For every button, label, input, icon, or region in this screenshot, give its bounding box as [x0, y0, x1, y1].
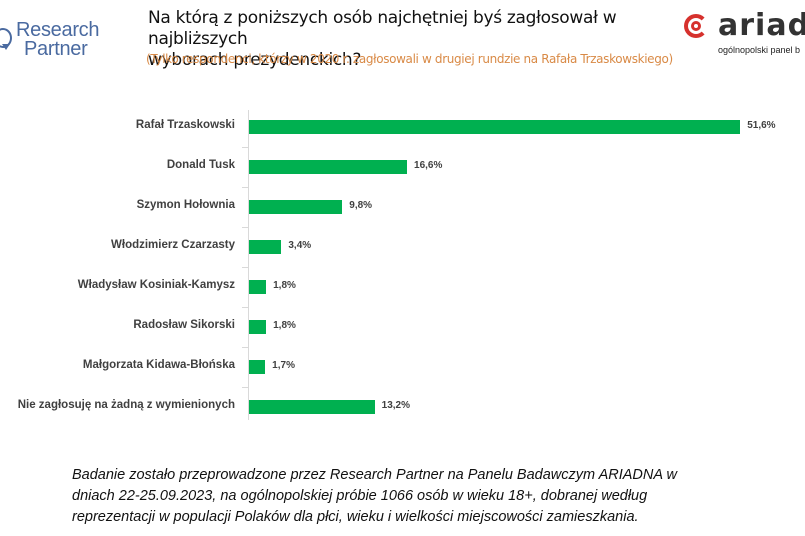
- footnote-line3: reprezentacji w populacji Polaków dla pł…: [72, 509, 639, 525]
- chart-subtitle: (Tylko respondenci, którzy w 2020 r. zag…: [146, 52, 673, 66]
- bar-category-label: Małgorzata Kidawa-Błońska: [82, 359, 235, 371]
- bar: [249, 120, 741, 134]
- bar: [249, 360, 266, 374]
- bar-category-label: Rafał Trzaskowski: [135, 119, 235, 131]
- bar: [249, 400, 375, 414]
- bar-value-label: 16,6%: [414, 160, 443, 171]
- logo-text-research: Research: [16, 19, 100, 41]
- bar-row: Rafał Trzaskowski 51,6%: [0, 118, 805, 138]
- bar-value-label: 51,6%: [747, 120, 776, 131]
- bar: [249, 200, 343, 214]
- chart-title: Na którą z poniższych osób najchętniej b…: [148, 8, 668, 71]
- bar-row: Szymon Hołownia 9,8%: [0, 198, 805, 218]
- bar-value-label: 3,4%: [288, 240, 312, 251]
- bar: [249, 160, 408, 174]
- ariadna-inner-ring-icon: [691, 21, 701, 31]
- axis-tick: [242, 147, 248, 148]
- bar-row: Nie zagłosuję na żadną z wymienionych 13,…: [0, 398, 805, 418]
- axis-tick: [242, 187, 248, 188]
- axis-tick: [242, 387, 248, 388]
- methodology-footnote: Badanie zostało przeprowadzone przez Res…: [72, 465, 762, 528]
- bar-category-label: Radosław Sikorski: [133, 319, 235, 331]
- speech-bubble-tail-icon: [2, 44, 10, 50]
- bar-value-label: 1,8%: [273, 280, 296, 291]
- bar-row: Władysław Kosiniak-Kamysz 1,8%: [0, 278, 805, 298]
- bar-category-label: Nie zagłosuję na żadną z wymienionych: [17, 399, 235, 411]
- chart-title-line1: Na którą z poniższych osób najchętniej b…: [148, 8, 617, 49]
- bar-category-label: Szymon Hołownia: [136, 199, 235, 211]
- bar: [249, 320, 267, 334]
- bar-value-label: 1,7%: [272, 360, 295, 371]
- footnote-line1: Badanie zostało przeprowadzone przez Res…: [72, 467, 678, 483]
- bar: [249, 240, 282, 254]
- bar-category-label: Władysław Kosiniak-Kamysz: [77, 279, 235, 291]
- axis-tick: [242, 307, 248, 308]
- bar-row: Donald Tusk 16,6%: [0, 158, 805, 178]
- ariadna-ring-icon: [684, 14, 708, 38]
- bar-value-label: 1,8%: [273, 320, 296, 331]
- research-partner-logo: Research Partner: [0, 14, 120, 62]
- bar-row: Małgorzata Kidawa-Błońska 1,7%: [0, 358, 805, 378]
- footnote-line2: dniach 22-25.09.2023, na ogólnopolskiej …: [72, 488, 648, 504]
- bar-category-label: Donald Tusk: [166, 159, 235, 171]
- bar-row: Włodzimierz Czarzasty 3,4%: [0, 238, 805, 258]
- bar-category-label: Włodzimierz Czarzasty: [111, 239, 235, 251]
- axis-tick: [242, 267, 248, 268]
- ariadna-logo: ariad ogólnopolski panel b: [680, 8, 805, 60]
- bar-chart: Rafał Trzaskowski 51,6% Donald Tusk 16,6% Sz…: [0, 100, 805, 430]
- ariadna-wordmark: ariad: [718, 8, 805, 43]
- bar-row: Radosław Sikorski 1,8%: [0, 318, 805, 338]
- bar-value-label: 9,8%: [349, 200, 373, 211]
- logo-text-partner: Partner: [24, 38, 88, 60]
- bar-value-label: 13,2%: [381, 400, 411, 411]
- chart-title-line2: wyborach prezydenckich?: [148, 50, 362, 70]
- ariadna-tagline: ogólnopolski panel b: [718, 45, 801, 55]
- category-axis: [248, 110, 249, 420]
- bar: [249, 280, 267, 294]
- axis-tick: [242, 347, 248, 348]
- axis-tick: [242, 227, 248, 228]
